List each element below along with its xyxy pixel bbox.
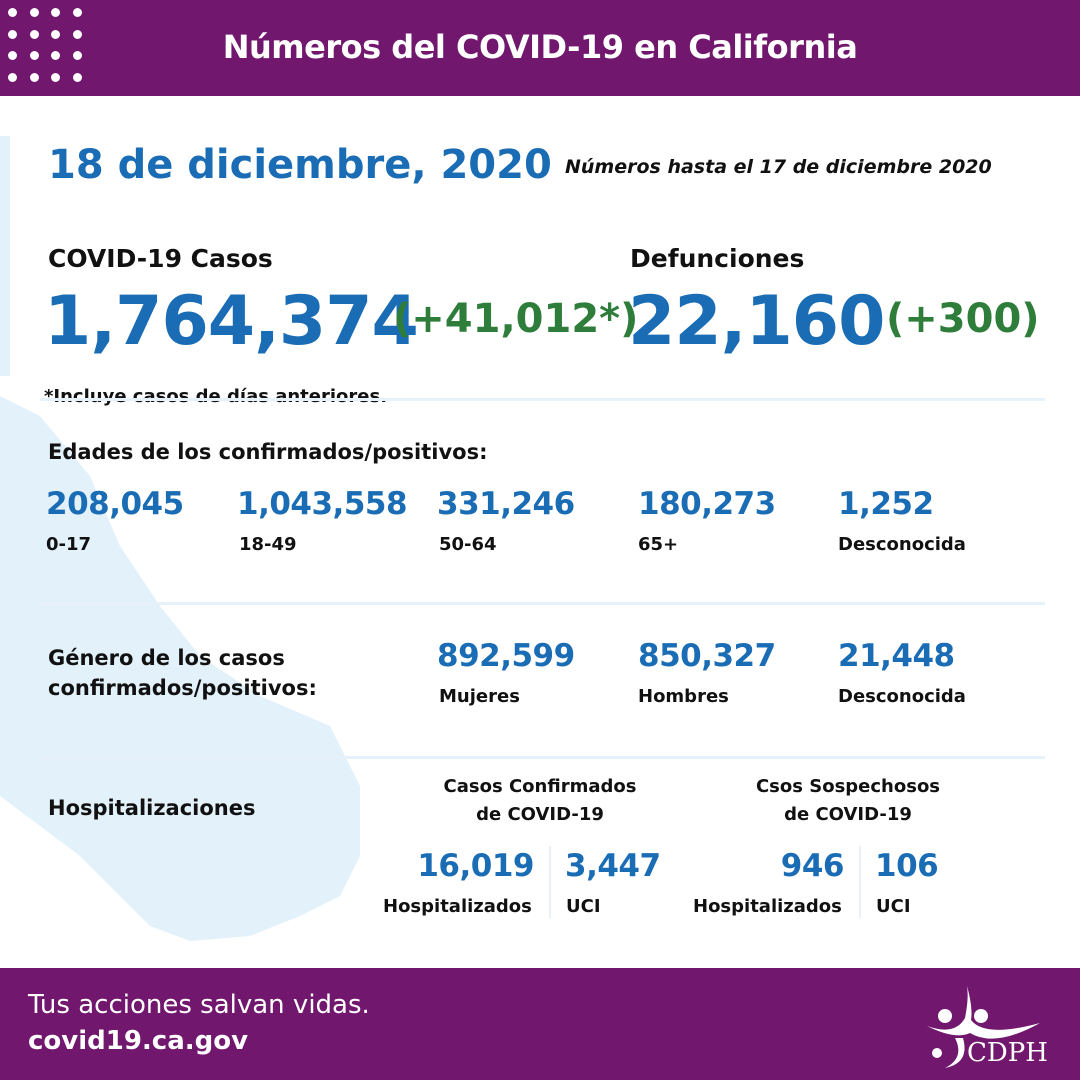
gender-title-line2: confirmados/positivos: [48, 676, 317, 700]
cdph-logo-icon [927, 986, 1040, 1068]
confirmed-hosp-value: 16,019 [417, 848, 534, 884]
age-label: 65+ [638, 534, 679, 555]
age-value: 180,273 [638, 486, 776, 522]
deaths-total: 22,160 [628, 282, 885, 361]
deaths-label: Defunciones [630, 244, 805, 273]
divider [859, 846, 861, 918]
gender-value: 892,599 [437, 638, 575, 674]
suspected-hosp-value: 946 [780, 848, 845, 884]
ages-title: Edades de los confirmados/positivos: [48, 440, 488, 464]
header-bar: Números del COVID-19 en California [0, 0, 1080, 96]
logo-text: CDPH [967, 1038, 1048, 1068]
gender-label: Desconocida [838, 686, 966, 707]
divider [40, 756, 1045, 759]
report-date: 18 de diciembre, 2020 [48, 142, 552, 188]
suspected-title-line1: Csos Sospechosos [755, 776, 941, 797]
gender-label: Hombres [638, 686, 729, 707]
footer-bar: Tus acciones salvan vidas. covid19.ca.go… [0, 968, 1080, 1080]
confirmed-title-line1: Casos Confirmados [443, 776, 637, 797]
suspected-icu-value: 106 [875, 848, 939, 884]
as-of-date: Números hasta el 17 de diciembre 2020 [565, 156, 992, 178]
age-value: 1,252 [838, 486, 934, 522]
gender-label: Mujeres [439, 686, 520, 707]
cases-total: 1,764,374 [44, 282, 419, 361]
hosp-title: Hospitalizaciones [48, 796, 256, 820]
gender-title-line1: Género de los casos [48, 646, 285, 670]
age-label: 50-64 [439, 534, 497, 555]
divider [40, 398, 1045, 401]
suspected-icu-label: UCI [876, 896, 911, 917]
slogan: Tus acciones salvan vidas. [28, 990, 370, 1020]
website-link[interactable]: covid19.ca.gov [28, 1026, 249, 1056]
cases-footnote: *Incluye casos de días anteriores. [44, 386, 388, 407]
confirmed-hosp-label: Hospitalizados [383, 896, 532, 917]
age-label: 18-49 [239, 534, 297, 555]
cases-label: COVID-19 Casos [48, 244, 273, 273]
california-map-background [0, 136, 360, 941]
deaths-change: (+300) [886, 296, 1040, 342]
age-label: Desconocida [838, 534, 966, 555]
cdph-logo: CDPH [925, 978, 1055, 1073]
gender-value: 850,327 [638, 638, 776, 674]
confirmed-icu-value: 3,447 [565, 848, 661, 884]
age-value: 208,045 [46, 486, 184, 522]
page-title: Números del COVID-19 en California [222, 28, 858, 66]
suspected-hosp-label: Hospitalizados [693, 896, 842, 917]
divider [40, 602, 1045, 605]
age-label: 0-17 [46, 534, 92, 555]
cases-change: (+41,012*) [393, 296, 639, 342]
divider [549, 846, 551, 918]
gender-value: 21,448 [838, 638, 955, 674]
age-value: 331,246 [437, 486, 575, 522]
confirmed-title-line2: de COVID-19 [476, 804, 604, 825]
confirmed-icu-label: UCI [566, 896, 601, 917]
suspected-title-line2: de COVID-19 [784, 804, 912, 825]
age-value: 1,043,558 [237, 486, 408, 522]
